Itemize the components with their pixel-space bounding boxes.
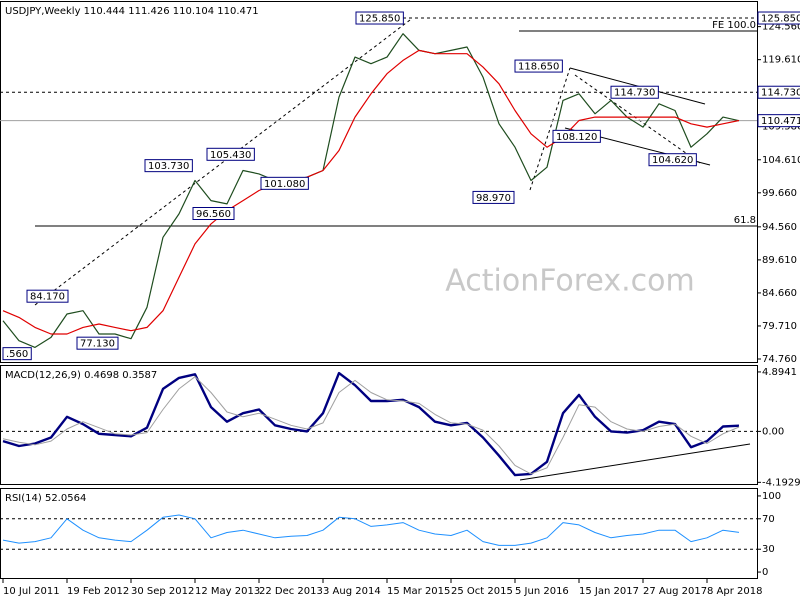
x-tick-label: 12 May 2013: [195, 586, 260, 597]
panel-title: RSI(14) 52.0564: [5, 493, 86, 504]
y-tick-label: 70: [762, 514, 775, 525]
trendline: [34, 19, 411, 306]
annotation-box: [144, 159, 193, 173]
panel-frame: [0, 488, 758, 579]
y-tick-label: 74.760: [762, 354, 797, 365]
level-label: 114.730: [761, 88, 800, 99]
series-line: [2, 371, 740, 477]
level-tag: [757, 11, 800, 25]
annotation-label: 77.130: [80, 339, 115, 350]
panel-title: MACD(12,26,9) 0.4698 0.3587: [5, 370, 157, 381]
level-tag: [757, 85, 800, 99]
annotation-label: 125.850: [359, 14, 400, 25]
annotation-label: 108.120: [556, 132, 597, 143]
series-line: [2, 49, 740, 335]
annotation-box: [648, 153, 697, 167]
level-tag: [757, 114, 800, 128]
annotation-box: [260, 176, 309, 190]
panel-frame: [0, 1, 758, 363]
annotation-box: [610, 85, 659, 99]
level-label: 110.471: [761, 116, 800, 127]
level-label: 61.8: [734, 215, 756, 226]
annotation-label: 101.080: [264, 179, 305, 190]
annotation-label: 103.730: [148, 161, 189, 172]
y-tick-label: -4.1929: [762, 477, 800, 488]
level-label: FE 100.0: [712, 20, 756, 31]
x-tick-label: 5 Jun 2016: [515, 586, 569, 597]
annotation-label: 104.620: [652, 155, 693, 166]
y-tick-label: 0.00: [762, 426, 784, 437]
y-tick-label: 79.710: [762, 321, 797, 332]
y-tick-label: 30: [762, 544, 775, 555]
x-tick-label: 15 Mar 2015: [387, 586, 450, 597]
level-label: 125.850: [761, 14, 800, 25]
x-tick-label: 27 Aug 2017: [643, 586, 707, 597]
annotation-box: [514, 59, 563, 73]
annotation-box: [472, 190, 515, 204]
trendline: [519, 443, 751, 481]
panel-title: USDJPY,Weekly 110.444 111.426 110.104 11…: [5, 6, 259, 17]
x-tick-label: 30 Sep 2012: [131, 586, 194, 597]
watermark: ActionForex.com: [445, 264, 694, 299]
x-tick-label: 15 Jan 2017: [579, 586, 639, 597]
x-tick-label: 10 Jul 2011: [3, 586, 60, 597]
y-tick-label: 100: [762, 491, 781, 502]
x-tick-label: 19 Feb 2012: [67, 586, 129, 597]
annotation-label: 105.430: [210, 150, 251, 161]
y-tick-label: 4.8941: [762, 367, 797, 378]
annotation-label: 96.560: [196, 209, 231, 220]
annotation-label: .560: [6, 349, 28, 360]
y-tick-label: 119.610: [762, 55, 800, 66]
annotation-box: [206, 147, 255, 161]
x-tick-label: 25 Oct 2015: [451, 586, 513, 597]
x-tick-label: 22 Dec 2013: [259, 586, 323, 597]
annotation-box: [76, 336, 119, 350]
annotation-box: [2, 347, 32, 361]
annotation-label: 98.970: [476, 193, 511, 204]
y-tick-label: 99.660: [762, 188, 797, 199]
annotation-label: 114.730: [614, 88, 655, 99]
y-tick-label: 104.610: [762, 155, 800, 166]
x-tick-label: 3 Aug 2014: [323, 586, 381, 597]
series-line: [2, 514, 740, 546]
y-tick-label: 89.610: [762, 255, 797, 266]
annotation-box: [26, 289, 69, 303]
trendline: [574, 74, 701, 164]
y-tick-label: 124.560: [762, 22, 800, 33]
x-tick-label: 8 Apr 2018: [707, 586, 762, 597]
annotation-box: [355, 11, 404, 25]
annotation-label: 84.170: [30, 292, 65, 303]
y-tick-label: 0: [762, 567, 768, 578]
annotation-box: [552, 129, 601, 143]
series-line: [2, 33, 740, 348]
series-line: [2, 376, 740, 475]
y-tick-label: 84.660: [762, 288, 797, 299]
annotation-box: [192, 207, 235, 221]
annotation-label: 118.650: [518, 62, 559, 73]
panel-frame: [0, 365, 758, 485]
y-tick-label: 94.560: [762, 222, 797, 233]
